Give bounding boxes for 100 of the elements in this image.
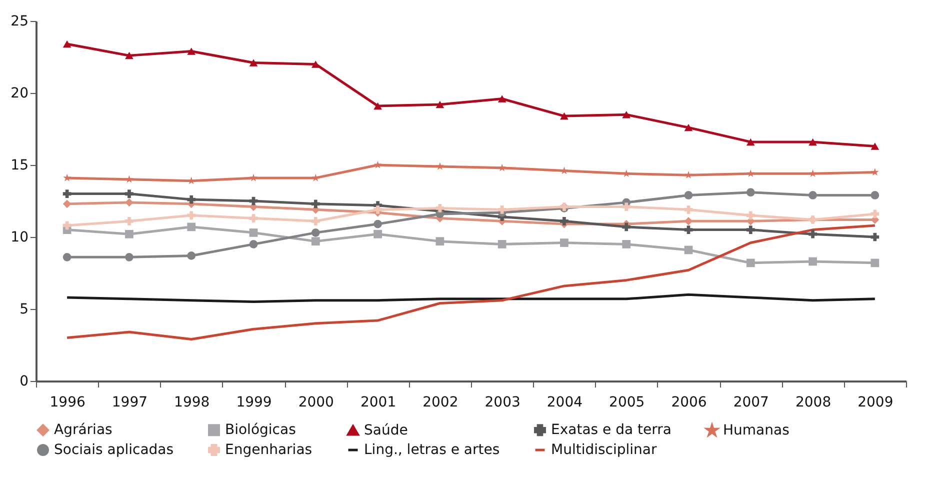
point xyxy=(498,240,506,248)
point xyxy=(870,191,880,200)
x-tick-label: 2006 xyxy=(671,394,707,410)
x-tick-label: 1997 xyxy=(112,394,148,410)
x-tick-label: 2000 xyxy=(298,394,334,410)
x-tick-label: 2003 xyxy=(484,394,520,410)
legend-label: Engenharias xyxy=(225,442,312,458)
point xyxy=(684,205,693,214)
point xyxy=(436,237,444,246)
point xyxy=(498,205,506,214)
point xyxy=(187,211,196,220)
line-series xyxy=(66,224,876,340)
point xyxy=(125,216,134,226)
legend-label: Ling., letras e artes xyxy=(364,442,500,458)
y-tick-label: 5 xyxy=(20,302,28,318)
point xyxy=(62,252,72,262)
legend-label: Humanas xyxy=(723,422,790,439)
point xyxy=(746,138,755,146)
point xyxy=(125,175,134,183)
x-tick-label: 2007 xyxy=(733,394,769,410)
legend-label: Saúde xyxy=(364,422,408,438)
point xyxy=(250,174,258,182)
point xyxy=(622,202,631,211)
legend-label: Agrárias xyxy=(54,422,112,438)
point xyxy=(684,246,693,254)
legend-label: Exatas e da terra xyxy=(551,422,672,438)
point xyxy=(684,191,693,200)
point xyxy=(622,240,631,248)
point xyxy=(746,211,755,220)
point xyxy=(249,214,258,222)
point xyxy=(125,190,134,198)
point xyxy=(808,138,817,146)
point xyxy=(808,257,817,266)
y-tick-label: 10 xyxy=(10,230,28,246)
point xyxy=(436,162,444,170)
point xyxy=(63,174,72,182)
x-tick-label: 2002 xyxy=(422,394,458,410)
point xyxy=(560,238,568,247)
point xyxy=(374,220,382,228)
legend-label: Sociais aplicadas xyxy=(54,442,174,458)
point xyxy=(498,164,506,172)
point xyxy=(374,205,382,214)
point xyxy=(746,169,755,178)
point xyxy=(311,228,320,237)
x-tick-label: 2008 xyxy=(795,394,832,410)
point xyxy=(187,48,196,55)
y-tick-label: 15 xyxy=(10,158,28,174)
point xyxy=(684,226,693,234)
point xyxy=(560,112,568,120)
point xyxy=(746,258,755,268)
point xyxy=(125,198,134,207)
point xyxy=(187,195,196,204)
point xyxy=(374,160,382,168)
point xyxy=(560,216,568,226)
line-series xyxy=(66,293,876,304)
x-tick-label: 1996 xyxy=(50,394,86,410)
point xyxy=(870,168,879,176)
point xyxy=(622,110,631,118)
point xyxy=(311,200,320,208)
point xyxy=(62,200,72,208)
x-tick-label: 2005 xyxy=(609,394,645,410)
point xyxy=(622,222,631,232)
point xyxy=(436,100,444,108)
x-tick-label: 2001 xyxy=(360,394,396,410)
point xyxy=(870,142,880,150)
point xyxy=(808,169,817,178)
point xyxy=(187,252,196,260)
point xyxy=(746,188,755,197)
point xyxy=(808,191,817,200)
point xyxy=(249,59,258,66)
point xyxy=(311,60,320,68)
point xyxy=(684,170,692,178)
y-tick-label: 25 xyxy=(10,14,28,30)
point xyxy=(498,95,506,102)
point xyxy=(125,52,134,60)
x-tick-label: 1998 xyxy=(174,394,210,410)
y-tick-label: 0 xyxy=(20,374,28,390)
point xyxy=(870,258,880,268)
legend-label: Multidisciplinar xyxy=(551,442,657,458)
point xyxy=(374,102,382,110)
y-tick-label: 20 xyxy=(10,86,28,102)
x-tick-label: 2004 xyxy=(546,394,583,410)
point xyxy=(622,169,630,178)
point xyxy=(311,216,320,226)
point xyxy=(249,228,258,237)
point xyxy=(870,232,880,242)
point xyxy=(436,204,444,212)
legend-label: Biológicas xyxy=(225,422,296,438)
point xyxy=(62,221,72,230)
x-tick-label: 2009 xyxy=(858,394,894,410)
point xyxy=(374,230,382,238)
point xyxy=(808,230,817,238)
point xyxy=(125,252,134,262)
point xyxy=(746,226,755,234)
point xyxy=(125,230,134,238)
x-tick-label: 1999 xyxy=(236,394,272,410)
point xyxy=(311,237,320,246)
point xyxy=(62,190,72,198)
point xyxy=(870,210,880,218)
point xyxy=(187,222,196,232)
